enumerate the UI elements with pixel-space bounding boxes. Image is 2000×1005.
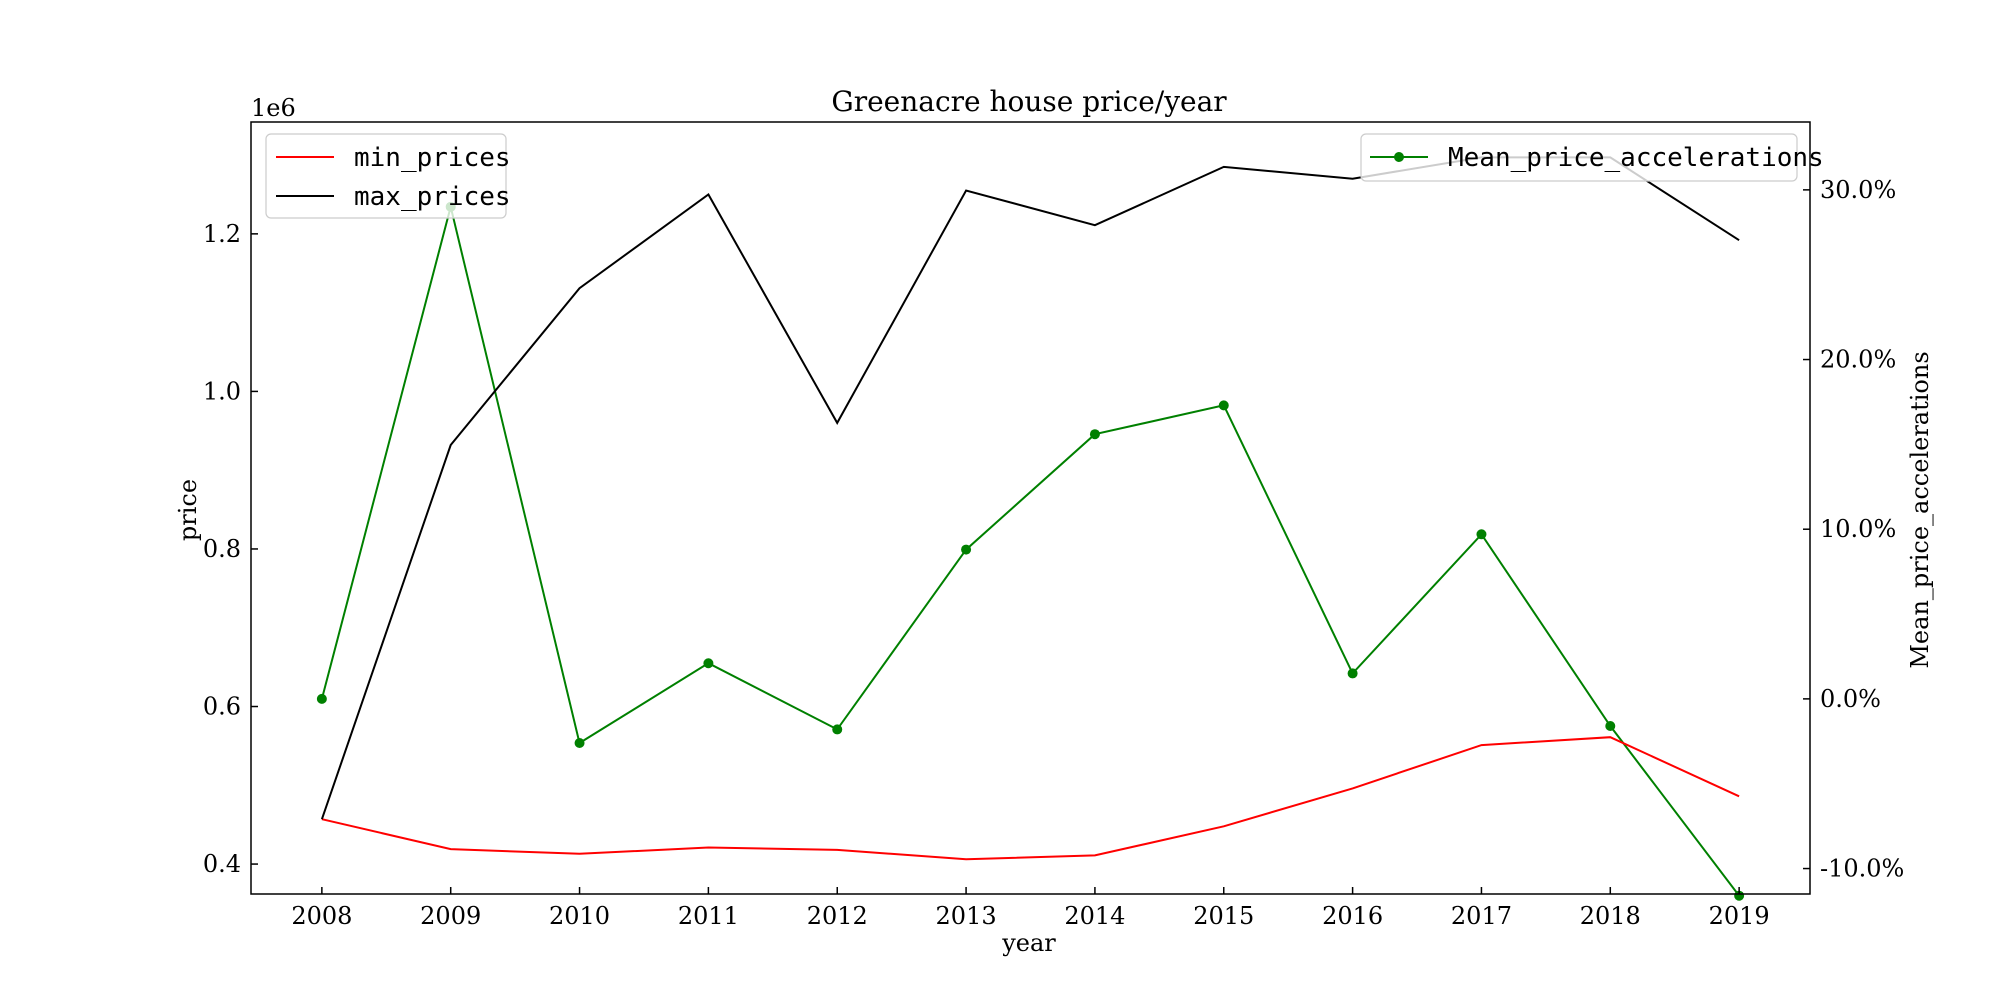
x-tick-label: 2008 [291,902,352,930]
data-point-Mean_price_accelerations-2015 [1218,400,1229,411]
data-point-Mean_price_accelerations-2017 [1476,529,1487,540]
y-tick-label: 0.4 [203,850,241,878]
data-point-Mean_price_accelerations-2014 [1089,429,1100,440]
x-tick-label: 2014 [1064,902,1125,930]
legend-marker-Mean_price_accelerations [1394,152,1404,162]
y-tick-label: 1.0 [203,377,241,405]
y2-tick-label: -10.0% [1820,855,1904,883]
y-axis-label: price [174,479,202,541]
plot-area: 2008 2009 2010 2011 2012 2013 2014 2015 2016 2017… [203,121,1904,930]
x-tick-label: 2016 [1322,902,1383,930]
legend-label-Mean_price_accelerations: Mean_price_accelerations [1448,143,1824,173]
data-point-Mean_price_accelerations-2018 [1605,721,1616,732]
legend-right-box [1360,133,1798,182]
data-point-Mean_price_accelerations-2011 [703,658,714,669]
x-tick-label: 2011 [678,902,739,930]
y2-axis-label: Mean_price_accelerations [1906,351,1934,668]
series-line-Mean_price_accelerations [320,206,1740,897]
series-line-min_prices [321,736,1740,861]
y-tick-label: 0.6 [203,693,241,721]
legend-label-min_prices: min_prices [354,143,511,173]
x-tick-label: 2017 [1451,902,1512,930]
plot-frame [250,121,1811,895]
x-tick-label: 2018 [1580,902,1641,930]
legend-label-max_prices: max_prices [354,182,511,212]
data-point-Mean_price_accelerations-2010 [574,737,585,748]
y-offset-text: 1e6 [251,94,296,122]
y2-tick-label: 0.0% [1820,685,1881,713]
y-tick-label: 0.8 [203,535,241,563]
series-line-max_prices [320,156,1740,820]
data-point-Mean_price_accelerations-2008 [316,693,327,704]
y2-tick-label: 30.0% [1820,176,1896,204]
x-axis-label: year [1001,929,1056,957]
x-tick-label: 2009 [420,902,481,930]
x-tick-label: 2010 [549,902,610,930]
data-point-Mean_price_accelerations-2012 [832,724,843,735]
x-tick-label: 2012 [807,902,868,930]
data-point-Mean_price_accelerations-2019 [1734,890,1745,901]
x-tick-label: 2015 [1193,902,1254,930]
chart-title: Greenacre house price/year [831,85,1227,118]
y2-tick-label: 20.0% [1820,346,1896,374]
data-point-Mean_price_accelerations-2016 [1347,668,1358,679]
y-tick-label: 1.2 [203,220,241,248]
x-tick-label: 2013 [936,902,997,930]
x-tick-label: 2019 [1709,902,1770,930]
data-point-Mean_price_accelerations-2013 [961,544,972,555]
y2-tick-label: 10.0% [1820,515,1896,543]
